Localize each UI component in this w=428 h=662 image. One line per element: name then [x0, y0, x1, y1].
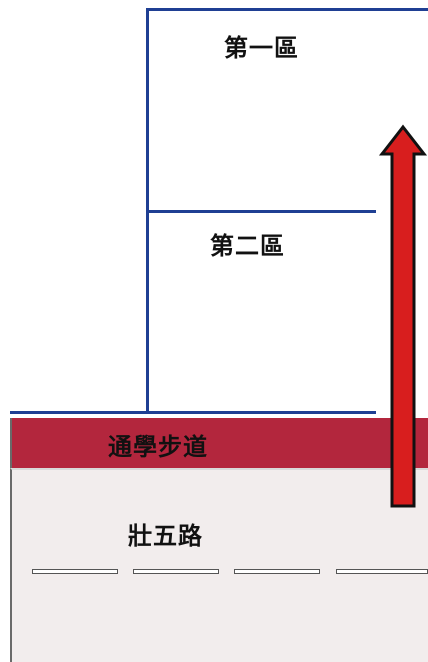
zone-2-label: 第二區	[210, 231, 285, 260]
road-name-label: 壯五路	[128, 521, 203, 550]
lane-dash	[32, 569, 118, 574]
up-arrow-shape	[378, 124, 428, 508]
zone-divider	[146, 210, 376, 213]
school-walkway	[10, 418, 428, 468]
lane-dash	[133, 569, 219, 574]
up-arrow-icon	[378, 124, 428, 508]
lane-dash	[336, 569, 428, 574]
walkway-label: 通學步道	[108, 432, 208, 461]
zone-1-label: 第一區	[224, 33, 299, 62]
road-area	[10, 468, 428, 662]
zone-top-border	[146, 8, 428, 11]
zone-bottom-border	[10, 411, 376, 414]
lane-dash	[234, 569, 320, 574]
